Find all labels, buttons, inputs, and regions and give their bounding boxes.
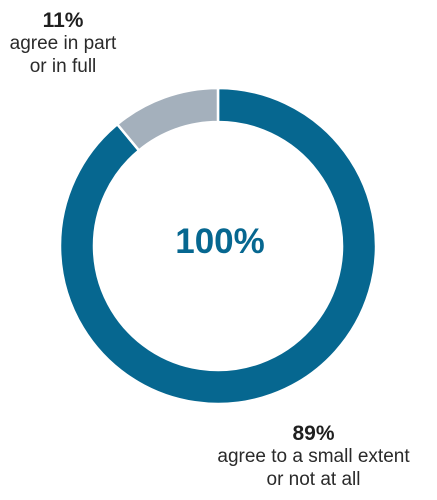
slice-text-small-line2: or in full	[29, 55, 97, 77]
slice-agree-in-part-or-full	[116, 86, 220, 152]
slice-text-large-line2: or not at all	[266, 468, 361, 490]
center-total-label: 100%	[175, 222, 265, 261]
slice-text-large-line1: agree to a small extent	[217, 446, 410, 468]
slice-label-agree-in-part: 11% agree in part or in full	[0, 8, 126, 79]
slice-percent-small: 11%	[42, 9, 84, 32]
slice-label-small-extent: 89% agree to a small extent or not at al…	[190, 421, 437, 492]
slice-text-small-line1: agree in part	[9, 33, 117, 55]
slice-small-extent-or-not	[58, 86, 378, 406]
slice-percent-large: 89%	[292, 422, 335, 445]
